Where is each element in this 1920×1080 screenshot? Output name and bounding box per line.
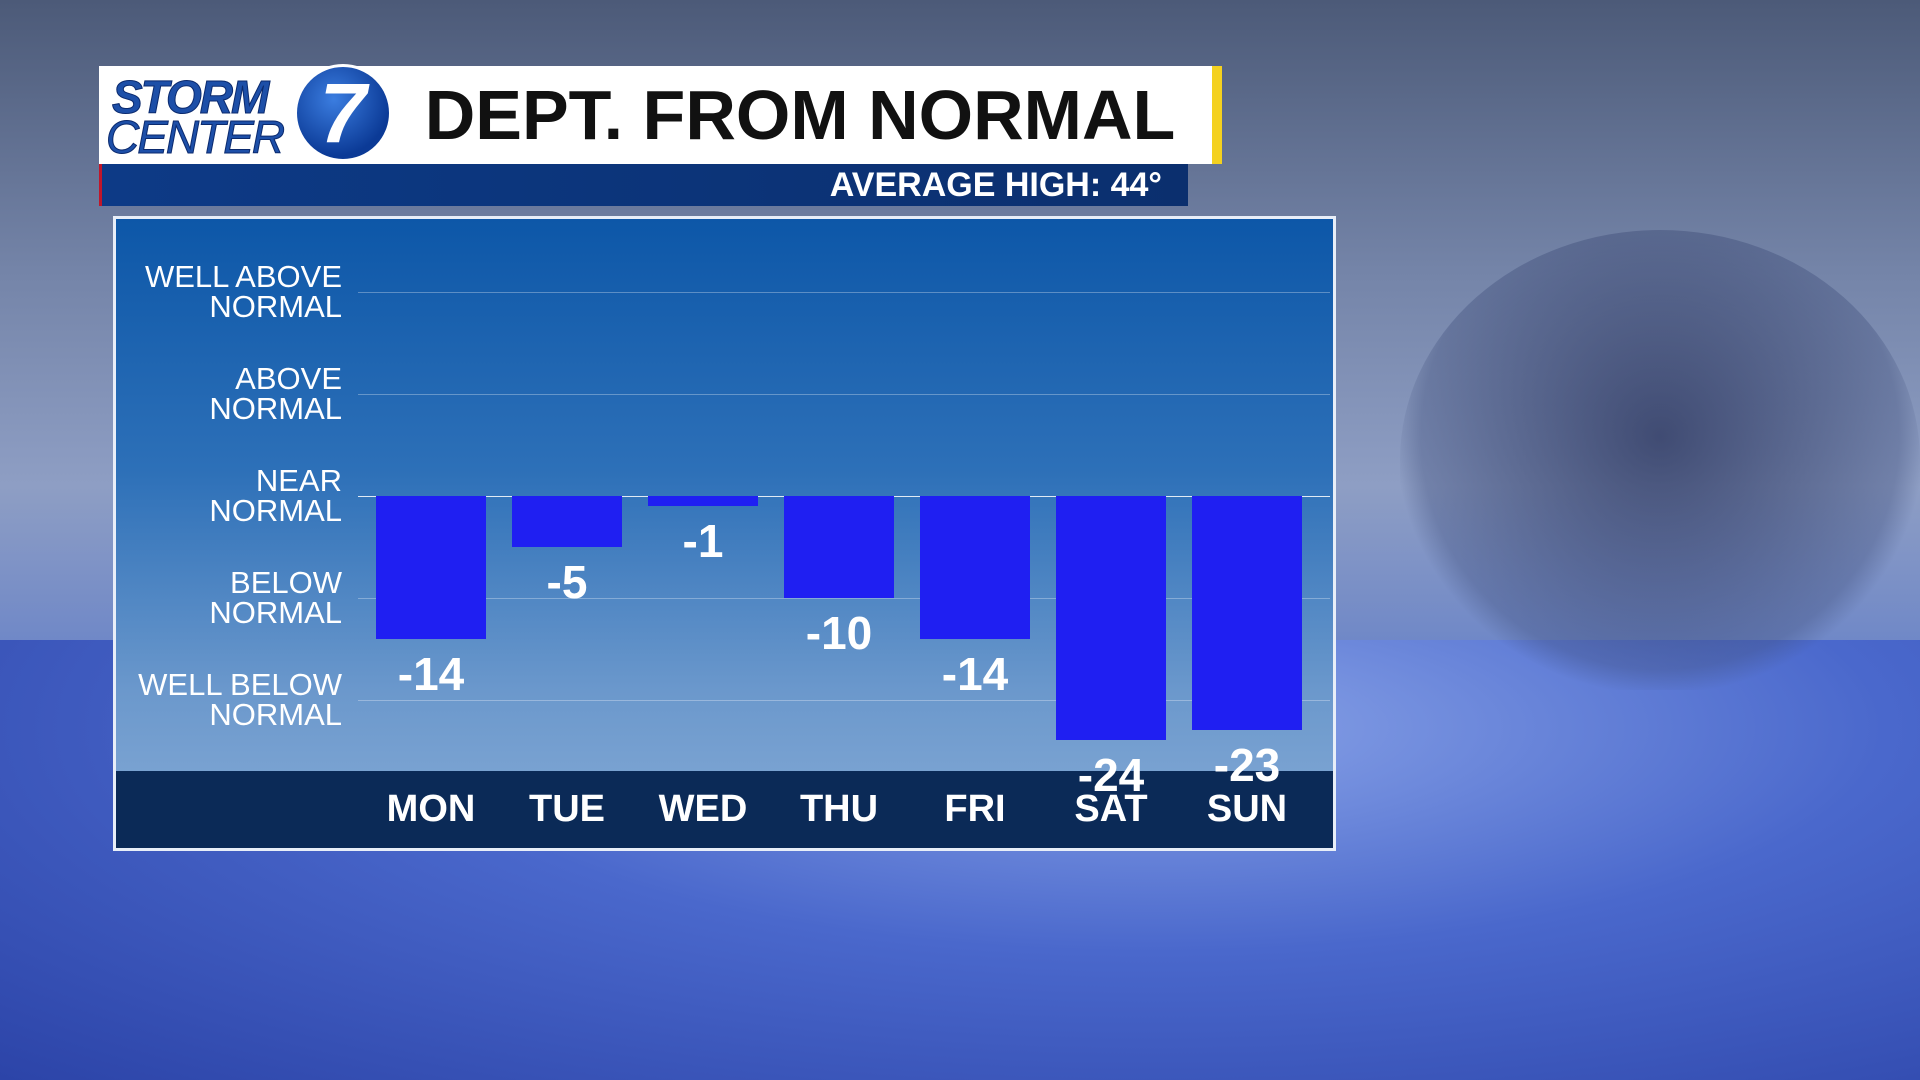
bar [648, 496, 758, 507]
x-tick-label: WED [658, 788, 748, 830]
grid-line [358, 292, 1330, 294]
grid-line [358, 597, 1330, 599]
y-tick-label: ABOVE NORMAL [209, 361, 342, 427]
y-tick-label: WELL ABOVE NORMAL [145, 259, 342, 325]
bar [784, 496, 894, 598]
value-label: -14 [397, 647, 465, 700]
x-tick-label: TUE [529, 788, 605, 830]
x-tick-label: MON [386, 788, 476, 830]
grid-line [358, 699, 1330, 701]
x-tick-label: SUN [1206, 788, 1288, 830]
value-label: -10 [805, 606, 873, 659]
subtitle-bar [99, 164, 1188, 206]
logo-storm: STORM [111, 71, 269, 123]
y-tick-label: WELL BELOW NORMAL [138, 666, 342, 732]
value-label: -24 [1077, 749, 1145, 802]
x-tick-label: FRI [944, 788, 1006, 830]
grid-line [358, 394, 1330, 396]
header [99, 66, 1222, 164]
chart-subtitle: AVERAGE HIGH: 44° [829, 166, 1162, 204]
bar [920, 496, 1030, 639]
bar [1192, 496, 1302, 731]
logo-circle [294, 64, 392, 162]
value-label: -23 [1213, 739, 1281, 792]
category-strip [116, 771, 1333, 848]
logo-number: 7 [319, 66, 367, 160]
value-label: -5 [546, 555, 588, 608]
logo-center: CENTER [105, 111, 285, 163]
bar [512, 496, 622, 547]
chart-title: DEPT. FROM NORMAL [424, 76, 1176, 154]
value-label: -14 [941, 647, 1009, 700]
background-tree [1400, 230, 1920, 690]
y-tick-label: NEAR NORMAL [209, 463, 342, 529]
bar [376, 496, 486, 639]
y-tick-label: BELOW NORMAL [209, 564, 342, 630]
value-label: -1 [682, 515, 724, 568]
x-tick-label: THU [799, 788, 879, 830]
bar [1056, 496, 1166, 741]
x-tick-label: SAT [1074, 788, 1148, 830]
